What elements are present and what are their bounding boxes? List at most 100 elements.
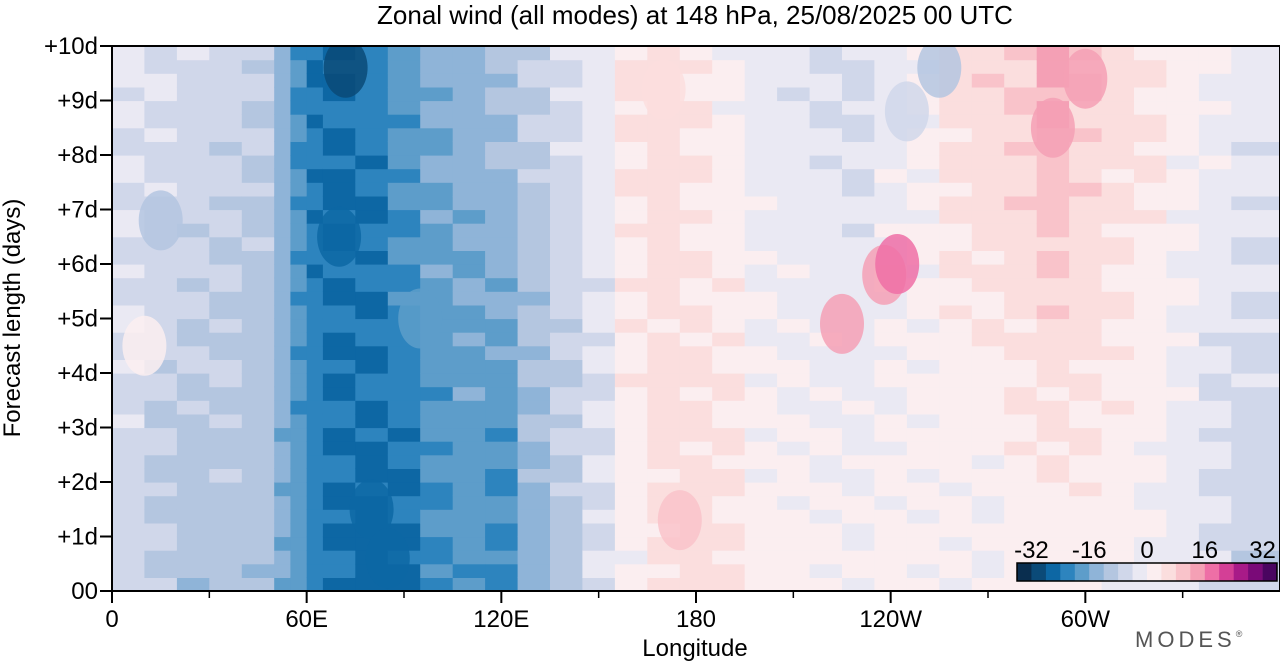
wind-cell (1166, 209, 1200, 224)
wind-cell (517, 413, 551, 429)
wind-cell (274, 114, 291, 129)
wind-cell (939, 304, 973, 320)
wind-cell (517, 73, 551, 88)
wind-cell (517, 359, 551, 374)
wind-cell (1198, 332, 1232, 347)
wind-cell (1198, 209, 1232, 224)
wind-cell (744, 141, 778, 156)
wind-cell (387, 264, 421, 279)
wind-cell (582, 155, 616, 170)
wind-cell (679, 400, 713, 415)
wind-cell (485, 73, 519, 88)
wind-cell (241, 127, 275, 142)
wind-cell (971, 46, 1005, 61)
wind-cell (1231, 291, 1280, 306)
wind-cell (1134, 250, 1167, 265)
wind-cell (452, 536, 486, 551)
wind-cell (874, 522, 908, 538)
wind-cell (1101, 304, 1135, 320)
wind-cell (420, 495, 454, 510)
wind-cell (777, 454, 811, 469)
wind-cell (241, 195, 275, 211)
wind-cell (550, 359, 583, 374)
wind-cell (1231, 264, 1280, 279)
wind-cell (582, 141, 616, 156)
wind-cell (971, 563, 1005, 578)
wind-cell (241, 250, 275, 265)
wind-cell (387, 73, 421, 88)
wind-cell (306, 373, 324, 388)
wind-cell (1231, 114, 1280, 129)
wind-cell (290, 454, 308, 469)
wind-cell (971, 373, 1005, 388)
wind-cell (1198, 468, 1232, 483)
wind-cell (112, 427, 145, 442)
colorbar-tick-labels: -32 -16 0 16 32 (1014, 537, 1276, 564)
wind-cell (144, 413, 178, 429)
wind-cell (1069, 318, 1103, 333)
wind-cell (209, 264, 243, 279)
wind-cell (1166, 332, 1200, 347)
wind-cell (355, 332, 389, 347)
wind-cell (176, 209, 210, 224)
wind-cell (290, 563, 308, 578)
wind-cell (420, 386, 454, 401)
wind-cell (290, 345, 308, 360)
wind-cell (306, 332, 324, 347)
wind-cell (306, 46, 324, 61)
wind-cell (290, 509, 308, 524)
wind-cell (712, 427, 746, 442)
wind-cell (614, 400, 648, 415)
wind-cell (1198, 318, 1232, 333)
wind-cell (939, 100, 973, 115)
wind-cell (777, 86, 811, 102)
wind-cell (274, 522, 291, 538)
wind-cell (420, 223, 454, 238)
wind-cell (355, 223, 389, 238)
wind-cell (1134, 291, 1167, 306)
wind-cell (387, 482, 421, 497)
wind-cell (322, 345, 356, 360)
wind-cell (1036, 509, 1070, 524)
wind-cell (274, 236, 291, 251)
wind-cell (842, 373, 875, 388)
wind-cell (1101, 550, 1135, 565)
wind-cell (452, 345, 486, 360)
wind-cell (322, 441, 356, 456)
wind-cell (209, 100, 243, 115)
wind-cell (290, 577, 308, 591)
wind-cell (517, 86, 551, 102)
wind-cell (679, 277, 713, 292)
wind-cell (777, 277, 811, 292)
wind-cell (777, 141, 811, 156)
wind-cell (452, 277, 486, 292)
wind-cell (939, 373, 973, 388)
wind-cell (679, 454, 713, 469)
wind-cell (1198, 550, 1232, 565)
wind-cell (939, 536, 973, 551)
wind-cell (777, 509, 811, 524)
wind-feature (820, 293, 864, 354)
wind-cell (1036, 468, 1070, 483)
wind-cell (809, 563, 843, 578)
wind-cell (1004, 522, 1038, 538)
wind-cell (355, 182, 389, 197)
wind-cell (939, 345, 973, 360)
colorbar-tick-label: -16 (1072, 537, 1107, 564)
wind-cell (176, 291, 210, 306)
wind-cell (452, 332, 486, 347)
wind-cell (1134, 277, 1167, 292)
wind-cell (744, 400, 778, 415)
wind-cell (679, 114, 713, 129)
wind-cell (647, 427, 681, 442)
wind-cell (176, 236, 210, 251)
wind-cell (1134, 141, 1167, 156)
wind-cell (485, 304, 519, 320)
wind-cell (1198, 509, 1232, 524)
wind-cell (420, 86, 454, 102)
wind-cell (809, 127, 843, 142)
wind-cell (209, 86, 243, 102)
wind-cell (274, 141, 291, 156)
wind-cell (144, 373, 178, 388)
wind-cell (176, 182, 210, 197)
